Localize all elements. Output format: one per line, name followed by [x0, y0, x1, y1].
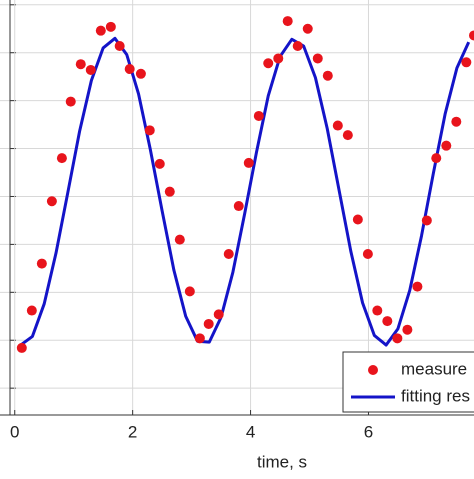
data-point [85, 64, 96, 75]
x-axis-label: time, s [257, 452, 307, 471]
data-point [372, 305, 383, 316]
data-point [322, 70, 333, 81]
data-point [469, 30, 474, 41]
plot-layer [16, 16, 474, 353]
data-point [412, 281, 423, 292]
data-point [164, 186, 175, 197]
data-point [36, 258, 47, 269]
data-point [203, 318, 214, 329]
data-point [332, 120, 343, 131]
data-point [362, 248, 373, 259]
x-tick-label: 0 [10, 422, 19, 441]
data-point [352, 214, 363, 225]
data-point [75, 59, 86, 70]
data-point [154, 158, 165, 169]
data-point [16, 342, 27, 353]
legend-label: measure [401, 359, 467, 378]
data-point [95, 25, 106, 36]
data-point [342, 130, 353, 141]
data-point [223, 248, 234, 259]
data-point [135, 68, 146, 79]
data-point [441, 140, 452, 151]
data-point [312, 53, 323, 64]
data-point [124, 64, 135, 75]
data-point [26, 305, 37, 316]
data-point [402, 324, 413, 335]
data-point [451, 116, 462, 127]
data-point [184, 286, 195, 297]
data-point [431, 153, 442, 164]
x-tick-label: 6 [364, 422, 373, 441]
data-point [302, 23, 313, 34]
data-point [114, 41, 125, 52]
data-point [273, 53, 284, 64]
legend-box [342, 351, 474, 413]
data-point [194, 333, 205, 344]
data-point [392, 333, 403, 344]
data-point [56, 153, 67, 164]
data-point [382, 316, 393, 327]
data-point [253, 110, 264, 121]
data-point [46, 196, 57, 207]
data-point [243, 157, 254, 168]
x-tick-label: 2 [128, 422, 137, 441]
data-point [461, 57, 472, 68]
data-point [282, 16, 293, 27]
data-point [263, 58, 274, 69]
x-tick-label: 4 [246, 422, 255, 441]
data-point [421, 215, 432, 226]
data-point [292, 41, 303, 52]
data-point [233, 201, 244, 212]
data-point [65, 96, 76, 107]
data-point [174, 234, 185, 245]
data-point [105, 21, 116, 32]
legend-marker [368, 365, 378, 375]
data-point [144, 125, 155, 136]
legend-label: fitting res [401, 386, 470, 405]
data-point [213, 309, 224, 320]
